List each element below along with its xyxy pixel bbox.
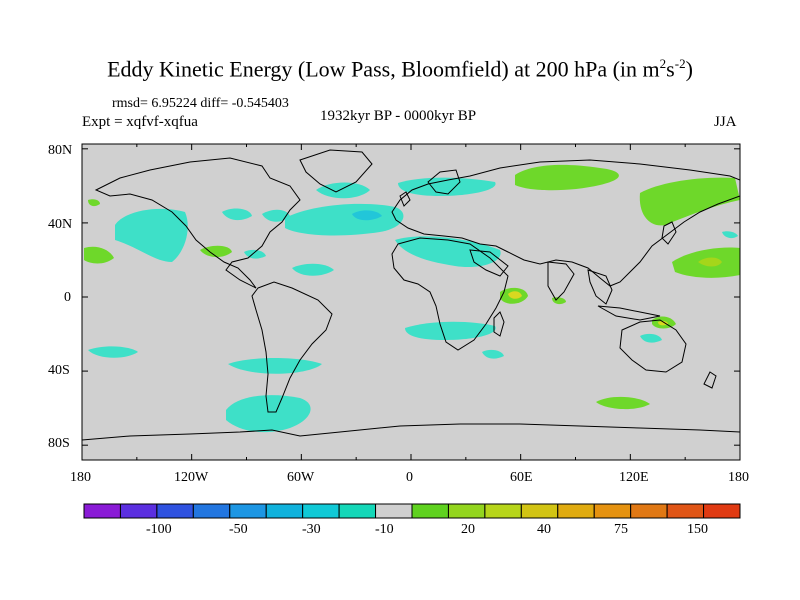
lon-label-60e: 60E — [510, 470, 533, 485]
lon-label-180w: 180 — [70, 470, 91, 485]
coast-australia — [619, 319, 687, 373]
pos-region-south-pacific — [596, 396, 650, 410]
neg-region-north-atlantic-high — [316, 182, 370, 199]
coast-south-america — [251, 281, 333, 413]
lon-label-120e: 120E — [619, 470, 649, 485]
pos-region-siberia — [515, 164, 619, 191]
colorbar-swatch — [447, 503, 486, 519]
colorbar-label-minus-10: -10 — [375, 522, 394, 537]
colorbar-swatch — [265, 503, 304, 519]
lat-label-80s: 80S — [48, 436, 70, 451]
colorbar-label-minus-50: -50 — [229, 522, 248, 537]
coast-british-isles — [399, 191, 411, 207]
colorbar-swatch — [156, 503, 194, 519]
coast-japan — [661, 221, 677, 245]
stats-label: rmsd= 6.95224 diff= -0.545403 — [112, 96, 289, 111]
colorbar-swatch — [192, 503, 231, 519]
colorbar-swatch — [593, 503, 632, 519]
lat-label-80n: 80N — [48, 143, 73, 158]
neg-region-eastern-us — [262, 209, 290, 222]
colorbar-swatch — [520, 503, 559, 519]
colorbar-label-minus-30: -30 — [302, 522, 321, 537]
coast-new-zealand — [703, 371, 717, 389]
colorbar-swatch — [375, 503, 413, 519]
pos-region-north-pacific — [639, 177, 740, 226]
anomaly-contours — [84, 164, 740, 433]
colorbar-swatch — [703, 503, 741, 519]
neg-region-northeast-pacific — [222, 208, 252, 221]
neg-region-mediterranean — [395, 236, 501, 268]
neg-region-southern-ocean — [226, 395, 311, 433]
colorbar-swatch — [229, 503, 267, 519]
coast-arabia — [469, 249, 509, 277]
colorbar-label-40: 40 — [537, 522, 551, 537]
pos-region-central-america — [200, 245, 232, 258]
coast-scandinavia — [427, 169, 461, 195]
period-label: 1932kyr BP - 0000kyr BP — [320, 108, 477, 124]
coast-north-america — [94, 157, 301, 289]
pos-region-indian-ocean-core — [508, 291, 522, 299]
coast-eurasia — [391, 159, 740, 287]
lat-label-40n: 40N — [48, 217, 73, 232]
colorbar-swatch — [83, 503, 121, 519]
colorbar-swatch — [557, 503, 595, 519]
pos-region-east-pacific — [84, 246, 114, 264]
season-label: JJA — [714, 114, 737, 130]
colorbar-swatch — [338, 503, 377, 519]
neg-region-south-indian — [482, 349, 504, 359]
lat-label-40s: 40S — [48, 363, 70, 378]
colorbar-label-20: 20 — [461, 522, 475, 537]
title-superscript-1: 2 — [659, 56, 667, 71]
colorbar-swatch — [119, 503, 158, 519]
colorbar-swatch — [411, 503, 449, 519]
coast-madagascar — [493, 311, 505, 337]
neg-region-south-atlantic — [405, 321, 496, 340]
neg-region-tropical-atlantic — [292, 263, 334, 276]
pos-region-australia-core — [658, 320, 668, 326]
coast-india — [547, 261, 575, 301]
coast-indonesia — [597, 305, 661, 321]
lon-label-120w: 120W — [174, 470, 209, 485]
coast-southeast-asia — [587, 269, 613, 305]
experiment-label: Expt = xqfvf-xqfua — [82, 114, 198, 130]
lat-label-0: 0 — [64, 290, 71, 305]
figure-title: Eddy Kinetic Energy (Low Pass, Bloomfiel… — [0, 56, 800, 82]
title-unit-s: s — [666, 56, 675, 82]
colorbar-swatch — [484, 503, 522, 519]
title-close: ) — [685, 56, 693, 82]
coastlines — [82, 149, 740, 441]
neg-region-north-america — [115, 208, 188, 262]
colorbar-label-75: 75 — [614, 522, 628, 537]
neg-region-north-atlantic-core — [352, 210, 382, 221]
neg-region-europe — [398, 177, 496, 196]
lon-label-0: 0 — [406, 470, 413, 485]
title-superscript-2: -2 — [674, 56, 686, 71]
colorbar — [83, 503, 741, 519]
pos-region-north-atlantic-small — [88, 199, 100, 207]
neg-region-south-pacific-east — [88, 346, 138, 358]
coast-africa — [391, 237, 509, 351]
colorbar-label-150: 150 — [687, 522, 708, 537]
lon-label-180e: 180 — [728, 470, 749, 485]
colorbar-swatch — [302, 503, 340, 519]
colorbar-label-minus-100: -100 — [146, 522, 172, 537]
axis-ticks — [81, 144, 741, 460]
title-text: Eddy Kinetic Energy (Low Pass, Bloomfiel… — [107, 56, 660, 82]
colorbar-swatch — [630, 503, 668, 519]
lon-label-60w: 60W — [287, 470, 315, 485]
colorbar-swatch — [666, 503, 705, 519]
coast-greenland — [299, 149, 373, 193]
neg-region-australia-south — [640, 333, 662, 343]
neg-region-west-pacific-small — [722, 231, 738, 239]
coast-antarctica — [82, 423, 740, 441]
pos-region-west-pacific-core — [698, 257, 722, 267]
